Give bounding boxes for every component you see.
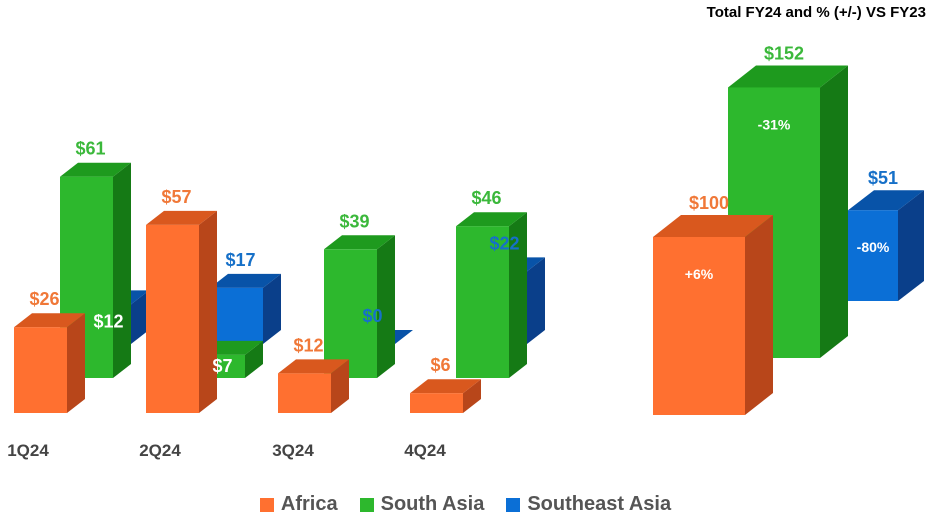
total-bar-africa xyxy=(653,237,745,415)
bar-africa-2q24-top xyxy=(146,210,217,225)
bar-africa-2q24 xyxy=(146,224,199,413)
total-label-africa: $100 xyxy=(689,193,729,213)
bar-south-asia-3q24-side xyxy=(377,235,395,378)
bar-africa-1q24-side xyxy=(67,313,85,413)
tick-label-4q24: 4Q24 xyxy=(404,441,446,460)
total-bar-africa-side xyxy=(745,215,773,415)
total-bar-south-asia-side xyxy=(820,65,848,358)
data-label-south-asia-3q24: $39 xyxy=(339,211,369,231)
bar-southeast-asia-1q24-side xyxy=(131,290,149,344)
total-change-southeast-asia: -80% xyxy=(857,239,890,255)
tick-label-2q24: 2Q24 xyxy=(139,441,181,460)
tick-label-1q24: 1Q24 xyxy=(7,441,49,460)
total-bar-south-asia-top xyxy=(728,65,848,88)
bar-south-asia-3q24-top xyxy=(324,235,395,250)
total-change-south-asia: -31% xyxy=(758,116,791,132)
chart-title: Total FY24 and % (+/-) VS FY23 xyxy=(706,4,926,21)
bar-southeast-asia-4q24-side xyxy=(527,257,545,344)
bar-south-asia-1q24-side xyxy=(113,162,131,378)
legend-swatch-south-asia xyxy=(359,497,374,512)
bar-south-asia-4q24-top xyxy=(456,212,527,227)
bar-africa-3q24-top xyxy=(278,359,349,374)
legend-label-africa: Africa xyxy=(280,493,338,515)
data-label-southeast-asia-1q24: $12 xyxy=(93,311,123,331)
bar-south-asia-4q24-side xyxy=(509,212,527,378)
bar-south-asia-2q24-side xyxy=(245,340,263,378)
data-label-africa-3q24: $12 xyxy=(293,335,323,355)
bar-southeast-asia-2q24 xyxy=(210,287,263,344)
bar-africa-1q24-top xyxy=(14,313,85,328)
data-label-africa-1q24: $26 xyxy=(29,289,59,309)
bar-southeast-asia-2q24-side xyxy=(263,273,281,344)
bar-africa-4q24-side xyxy=(463,379,481,413)
data-label-south-asia-2q24: $7 xyxy=(212,356,232,376)
data-label-southeast-asia-3q24: $0 xyxy=(362,306,382,326)
bar-africa-4q24-top xyxy=(410,379,481,394)
data-label-africa-4q24: $6 xyxy=(430,355,450,375)
bar-africa-3q24 xyxy=(278,373,331,413)
total-bar-southeast-asia-top xyxy=(848,190,924,211)
total-label-south-asia: $152 xyxy=(764,43,804,63)
data-label-africa-2q24: $57 xyxy=(161,187,191,207)
bar-south-asia-3q24 xyxy=(324,249,377,378)
legend-item-southeast-asia: Southeast Asia xyxy=(506,493,671,516)
tick-label-3q24: 3Q24 xyxy=(272,441,314,460)
data-label-southeast-asia-2q24: $17 xyxy=(225,250,255,270)
bar-africa-3q24-side xyxy=(331,359,349,413)
total-change-africa: +6% xyxy=(685,266,714,282)
bar-south-asia-1q24-top xyxy=(60,162,131,177)
data-label-south-asia-1q24: $61 xyxy=(75,139,105,159)
legend-item-south-asia: South Asia xyxy=(359,493,485,516)
bar-south-asia-4q24 xyxy=(456,226,509,378)
legend: Africa South Asia Southeast Asia xyxy=(0,493,931,516)
data-label-south-asia-4q24: $46 xyxy=(471,188,501,208)
legend-swatch-southeast-asia xyxy=(506,497,521,512)
total-label-southeast-asia: $51 xyxy=(868,168,898,188)
bar-africa-2q24-side xyxy=(199,210,217,413)
legend-label-south-asia: South Asia xyxy=(380,493,485,515)
total-bar-southeast-asia-side xyxy=(898,190,924,301)
total-bar-southeast-asia xyxy=(848,210,898,301)
bar-africa-1q24 xyxy=(14,327,67,413)
total-bar-africa-top xyxy=(653,215,773,237)
legend-label-southeast-asia: Southeast Asia xyxy=(527,493,672,515)
data-label-southeast-asia-4q24: $22 xyxy=(489,233,519,253)
bar-africa-4q24 xyxy=(410,393,463,413)
legend-swatch-africa xyxy=(259,497,274,512)
bar-southeast-asia-2q24-top xyxy=(210,273,281,288)
legend-item-africa: Africa xyxy=(259,493,338,516)
